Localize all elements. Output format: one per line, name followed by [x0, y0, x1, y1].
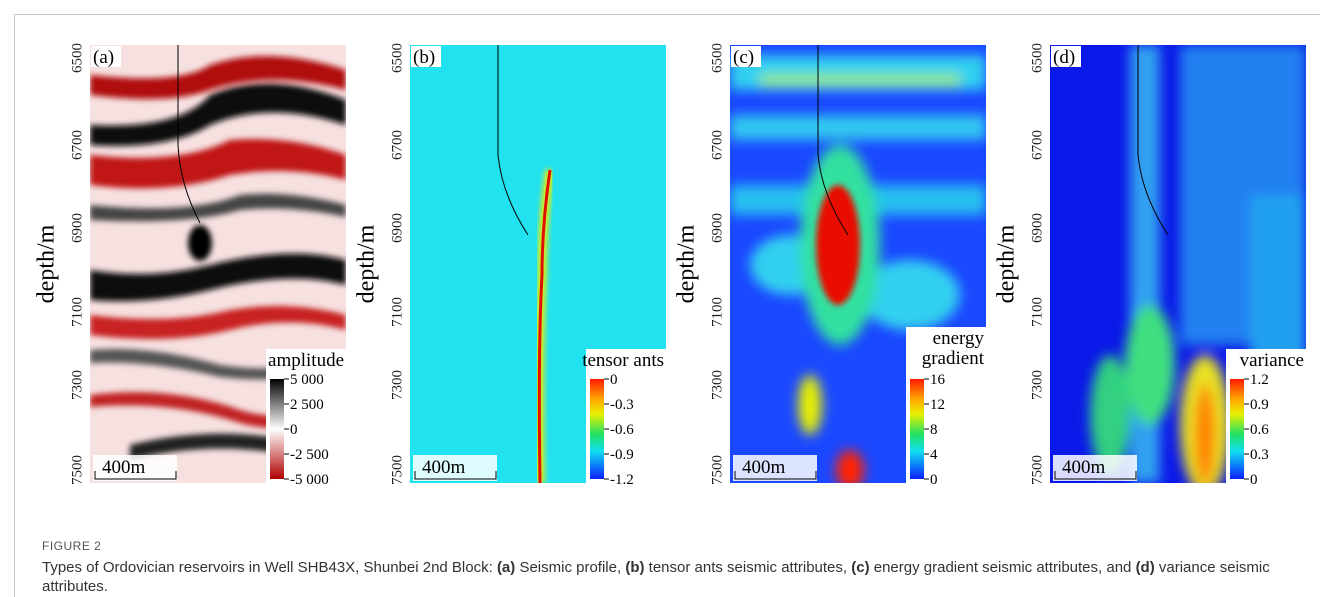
axis-label: depth/m [674, 224, 700, 303]
axis-label: depth/m [994, 224, 1020, 303]
depth-tick-label: 7300 [1029, 370, 1045, 400]
scale-bar [1054, 471, 1137, 480]
colorbar-title: tensor ants [582, 350, 664, 371]
colorbar [1230, 379, 1244, 479]
depth-tick-label: 7100 [69, 297, 85, 327]
colorbar [590, 379, 604, 479]
depth-tick-label: 6900 [709, 213, 725, 243]
depth-tick-label: 6900 [389, 213, 405, 243]
depth-tick-label: 7500 [709, 455, 725, 485]
depth-tick-label: 7500 [69, 455, 85, 485]
colorbar-tick-label: 0 [930, 472, 938, 488]
scale-bar-label: 400m [102, 457, 146, 478]
caption-panel-ref: (d) [1135, 559, 1155, 576]
colorbar-tick-label: 0 [1250, 472, 1258, 488]
colorbar-title: energy [933, 328, 985, 349]
colorbar-tick-label: 1.2 [1250, 372, 1269, 388]
panel-tag: (c) [733, 47, 754, 68]
caption-text: variance seismic attributes. [42, 559, 1270, 595]
panel-tag: (b) [413, 47, 435, 68]
colorbar-tick-label: 8 [930, 422, 938, 438]
energy-gradient-image [730, 45, 986, 483]
colorbar-tick-label: 0 [610, 372, 618, 388]
scale-box [93, 455, 177, 481]
caption-panel-ref: (a) [496, 559, 516, 576]
colorbar [270, 379, 284, 479]
variance-image [1050, 45, 1306, 483]
depth-tick-label: 6900 [1029, 213, 1045, 243]
scale-box [733, 455, 817, 481]
depth-tick-label: 6500 [709, 43, 725, 73]
colorbar-tick-label: 0.3 [1250, 447, 1269, 463]
scale-box [413, 455, 497, 481]
depth-tick-label: 7300 [69, 370, 85, 400]
scale-bar-label: 400m [742, 457, 786, 478]
figure: depth/m 6500 6700 6900 7100 7300 7500 (a) 400m am… [34, 43, 1306, 488]
tag-box [731, 46, 761, 67]
colorbar-tick-label: 12 [930, 397, 945, 413]
depth-tick-label: 7100 [1029, 297, 1045, 327]
colorbar-tick-label: -0.6 [610, 422, 634, 438]
caption: Types of Ordovician reservoirs in Well S… [42, 558, 1282, 596]
panel-tag: (d) [1053, 47, 1075, 68]
colorbar-tick-label: 0.6 [1250, 422, 1269, 438]
scale-box [1053, 455, 1137, 481]
depth-tick-label: 6700 [69, 130, 85, 160]
panel-tag: (a) [93, 47, 114, 68]
scale-bar [734, 471, 817, 480]
colorbar-tick-label: -1.2 [610, 472, 634, 488]
caption-panel-ref: (b) [625, 559, 645, 576]
depth-tick-label: 6700 [709, 130, 725, 160]
depth-tick-label: 7100 [389, 297, 405, 327]
axis-label: depth/m [34, 224, 60, 303]
depth-tick-label: 6500 [1029, 43, 1045, 73]
depth-tick-label: 7300 [709, 370, 725, 400]
figure-frame [14, 14, 1320, 597]
tag-box [91, 46, 121, 67]
tag-box [1051, 46, 1081, 67]
colorbar-tick-label: 5 000 [290, 372, 324, 388]
caption-text: Types of Ordovician reservoirs in Well S… [42, 559, 497, 576]
colorbar-tick-label: -0.3 [610, 397, 634, 413]
caption-text: energy gradient seismic attributes, and [869, 559, 1136, 576]
colorbar-tick-label: 16 [930, 372, 946, 388]
colorbar-title: gradient [922, 348, 985, 369]
tag-box [411, 46, 441, 67]
figure-label: FIGURE 2 [42, 539, 102, 553]
caption-text: tensor ants seismic attributes, [644, 559, 852, 576]
depth-tick-label: 6500 [69, 43, 85, 73]
depth-tick-label: 7100 [709, 297, 725, 327]
colorbar-title: variance [1240, 350, 1304, 371]
scale-bar-label: 400m [1062, 457, 1106, 478]
colorbar-tick-label: 2 500 [290, 397, 324, 413]
colorbar [910, 379, 924, 479]
depth-tick-label: 7300 [389, 370, 405, 400]
depth-tick-label: 6500 [389, 43, 405, 73]
depth-tick-label: 6900 [69, 213, 85, 243]
colorbar-tick-label: 4 [930, 447, 938, 463]
caption-panel-ref: (c) [851, 559, 870, 576]
colorbar-tick-label: 0 [290, 422, 298, 438]
depth-tick-label: 6700 [389, 130, 405, 160]
axis-label: depth/m [354, 224, 380, 303]
scale-bar [414, 471, 497, 480]
scale-bar [94, 471, 177, 480]
colorbar-tick-label: -5 000 [290, 472, 329, 488]
depth-tick-label: 7500 [1029, 455, 1045, 485]
scale-bar-label: 400m [422, 457, 466, 478]
colorbar-tick-label: -2 500 [290, 447, 329, 463]
caption-text: Seismic profile, [515, 559, 626, 576]
depth-tick-label: 6700 [1029, 130, 1045, 160]
colorbar-tick-label: 0.9 [1250, 397, 1269, 413]
depth-tick-label: 7500 [389, 455, 405, 485]
colorbar-title: amplitude [268, 350, 344, 371]
colorbar-tick-label: -0.9 [610, 447, 634, 463]
